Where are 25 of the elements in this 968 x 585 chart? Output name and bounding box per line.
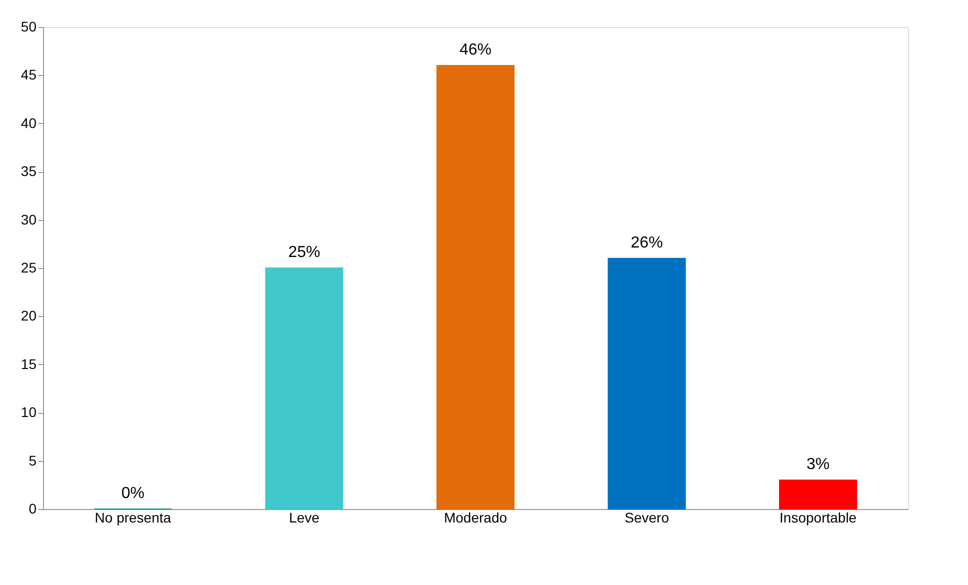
y-tick-label: 30: [20, 211, 37, 228]
x-tick-label: Insoportable: [780, 510, 857, 526]
bar: [608, 258, 686, 510]
x-tick-label: Leve: [289, 510, 320, 526]
data-label: 26%: [630, 234, 663, 252]
y-tick-label: 15: [20, 356, 37, 372]
x-tick-label: No presenta: [94, 510, 172, 526]
y-tick-label: 45: [20, 66, 37, 83]
data-label: 46%: [459, 42, 492, 59]
y-tick-label: 25: [20, 260, 37, 276]
y-tick-label: 40: [20, 114, 37, 131]
data-label: 3%: [806, 456, 830, 474]
data-label: 25%: [288, 244, 320, 261]
y-tick-label: 20: [20, 308, 37, 324]
x-tick-label: Moderado: [444, 510, 508, 526]
bar: [436, 65, 515, 510]
bar: [265, 268, 344, 510]
bar: [779, 480, 858, 510]
y-tick-label: 50: [20, 18, 37, 34]
y-tick-label: 0: [28, 500, 37, 516]
data-label: 0%: [121, 485, 144, 502]
y-tick-label: 35: [20, 163, 37, 180]
y-tick-label: 5: [28, 452, 37, 468]
y-tick-label: 10: [20, 404, 37, 420]
x-tick-label: Severo: [624, 510, 670, 526]
